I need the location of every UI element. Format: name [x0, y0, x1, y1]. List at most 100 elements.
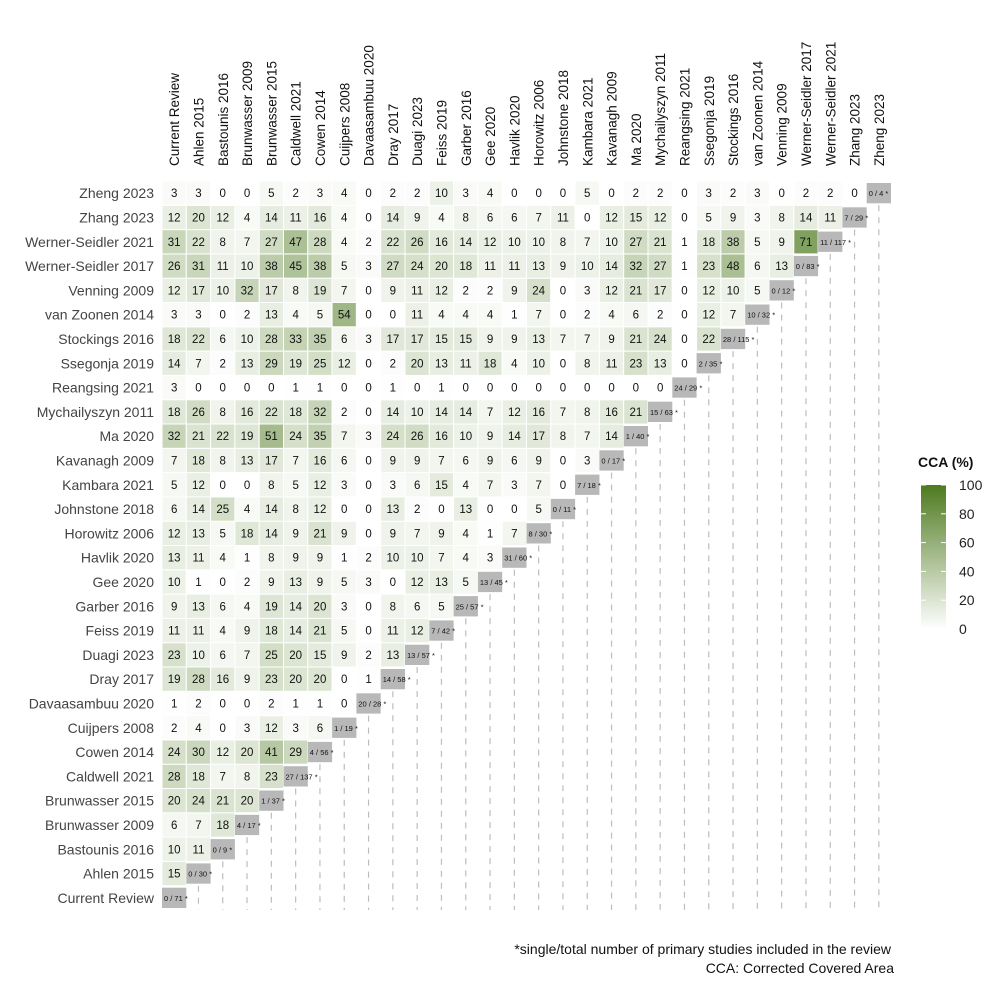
- cell-value: 12: [314, 504, 327, 516]
- diagonal-cell: [453, 596, 478, 617]
- diagonal-label: 7 / 18 *: [577, 481, 601, 490]
- cell-value: 41: [265, 747, 278, 759]
- cell-value: 2: [414, 188, 420, 200]
- heatmap-cell: [210, 253, 236, 279]
- row-label: Garber 2016: [75, 598, 154, 614]
- heatmap-cell: [331, 520, 357, 547]
- diagonal-label: 2 / 35 *: [699, 359, 723, 368]
- cell-value: 0: [560, 358, 566, 370]
- cell-value: 12: [605, 285, 618, 297]
- heatmap-cell: [526, 229, 552, 255]
- cell-value: 1: [317, 383, 323, 395]
- diagonal-cell: [818, 231, 843, 252]
- row-label: Kavanagh 2009: [56, 452, 154, 468]
- cell-value: 1: [390, 383, 396, 395]
- heatmap-cell: [161, 447, 187, 474]
- heatmap-cell: [501, 399, 528, 425]
- heatmap-cell: [185, 277, 212, 304]
- cell-value: 0: [560, 310, 566, 322]
- cell-value: 4: [487, 188, 494, 200]
- cell-value: 31: [192, 261, 205, 273]
- diagonal-cell: [307, 741, 333, 763]
- heatmap-cell: [234, 690, 260, 717]
- cell-value: 3: [244, 723, 250, 735]
- cell-value: 9: [414, 212, 420, 224]
- column-label: Zhang 2023: [848, 94, 863, 166]
- cell-value: 21: [216, 796, 229, 808]
- cell-value: 7: [195, 820, 201, 832]
- heatmap-cell: [210, 447, 236, 474]
- heatmap-cell: [307, 229, 333, 255]
- cell-value: 6: [463, 455, 469, 467]
- cell-value: 0: [244, 698, 250, 710]
- cell-value: 8: [463, 212, 469, 224]
- diagonal-cell: [599, 450, 624, 471]
- cell-value: 0: [487, 504, 493, 516]
- cell-value: 9: [171, 601, 177, 613]
- cell-value: 16: [435, 237, 448, 249]
- heatmap-cell: [550, 204, 576, 231]
- heatmap-cell: [841, 180, 868, 206]
- heatmap-cell: [526, 374, 552, 401]
- heatmap-cell: [210, 812, 236, 838]
- cell-value: 18: [459, 261, 472, 273]
- heatmap-cell: [161, 472, 187, 498]
- heatmap-cell: [453, 277, 479, 304]
- diagonal-cell: [672, 377, 697, 398]
- heatmap-cell: [258, 545, 285, 571]
- cell-value: 1: [365, 674, 371, 686]
- cell-value: 3: [171, 310, 177, 322]
- cell-value: 11: [606, 358, 618, 370]
- cell-value: 20: [314, 601, 327, 613]
- diagonal-label: 1 / 19 *: [334, 724, 358, 733]
- cell-value: 7: [487, 480, 493, 492]
- cell-value: 7: [560, 334, 566, 346]
- cell-value: 10: [532, 358, 545, 370]
- cell-value: 45: [289, 261, 302, 273]
- heatmap-cell: [185, 520, 212, 547]
- cell-value: 7: [511, 528, 517, 540]
- cell-value: 4: [341, 188, 348, 200]
- cell-value: 21: [314, 528, 327, 540]
- cell-value: 3: [171, 383, 177, 395]
- diagonal-label: 13 / 57 *: [407, 651, 435, 660]
- heatmap-cell: [696, 253, 722, 279]
- cell-value: 8: [560, 431, 566, 443]
- cell-value: 0: [341, 383, 347, 395]
- cell-value: 0: [438, 504, 444, 516]
- cell-value: 16: [314, 455, 327, 467]
- cell-value: 51: [265, 431, 278, 443]
- heatmap-cell: [307, 180, 333, 206]
- heatmap-cell: [623, 180, 649, 206]
- cell-value: 38: [265, 261, 278, 273]
- legend: CCA (%) 0 20 40 60 80 100: [918, 454, 983, 637]
- heatmap-cell: [161, 326, 187, 352]
- cell-value: 7: [195, 358, 201, 370]
- heatmap-cell: [574, 374, 600, 401]
- cell-value: 6: [220, 650, 226, 662]
- heatmap-cell: [380, 472, 406, 498]
- heatmap-cell: [161, 496, 187, 522]
- cell-value: 7: [584, 431, 590, 443]
- heatmap-cell: [550, 302, 576, 328]
- cell-value: 1: [171, 698, 177, 710]
- cell-value: 29: [265, 358, 278, 370]
- cell-value: 12: [484, 237, 497, 249]
- cell-value: 14: [605, 431, 618, 443]
- cell-value: 8: [584, 407, 590, 419]
- heatmap-cell: [744, 204, 771, 231]
- cell-value: 6: [220, 334, 226, 346]
- cell-value: 32: [629, 261, 642, 273]
- column-label: Kavanagh 2009: [605, 71, 620, 166]
- cell-value: 20: [289, 650, 302, 662]
- diagonal-cell: [769, 280, 794, 301]
- diagonal-cell: [575, 474, 600, 495]
- heatmap-cell: [210, 545, 236, 571]
- cell-value: 4: [244, 601, 251, 613]
- heatmap-cell: [355, 520, 382, 547]
- cell-value: 47: [289, 237, 302, 249]
- column-label: Current Review: [167, 73, 182, 166]
- heatmap-cell: [428, 204, 455, 231]
- cell-value: 15: [629, 212, 642, 224]
